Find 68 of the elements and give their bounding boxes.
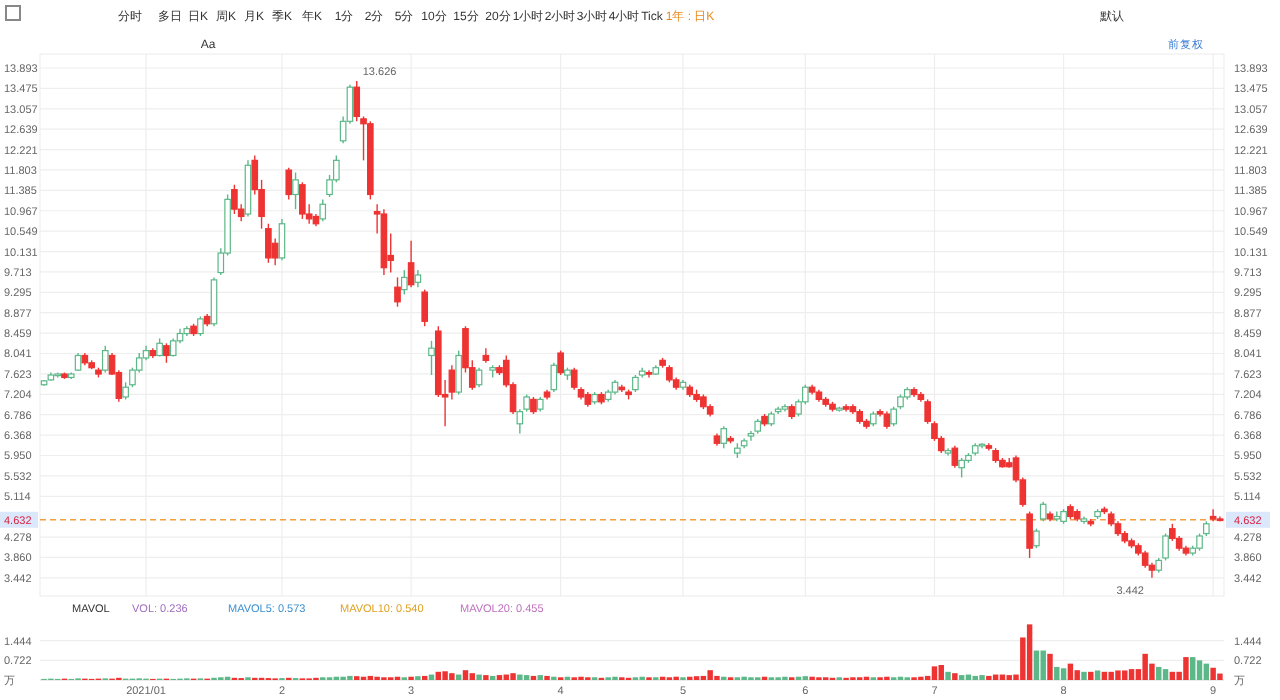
bar xyxy=(1047,653,1053,680)
bar xyxy=(469,673,475,680)
bar xyxy=(1033,650,1040,680)
bar xyxy=(707,670,713,680)
candlestick xyxy=(101,345,109,374)
bar xyxy=(1128,669,1135,680)
candlestick xyxy=(720,425,728,449)
candlestick xyxy=(890,406,897,427)
candlestick xyxy=(163,342,170,364)
bar xyxy=(1122,670,1128,680)
bar xyxy=(1142,653,1148,680)
bar xyxy=(1094,670,1101,680)
candlestick xyxy=(319,198,327,223)
bar xyxy=(1074,670,1080,680)
bar xyxy=(945,671,951,680)
bar xyxy=(1190,657,1196,680)
bar xyxy=(1210,667,1216,680)
bar xyxy=(476,674,482,680)
candlestick xyxy=(1033,527,1040,549)
bar xyxy=(938,665,944,680)
candlestick xyxy=(428,340,435,376)
candlestick xyxy=(278,218,286,262)
candlestick xyxy=(570,366,578,391)
candlestick xyxy=(475,366,483,388)
candlestick xyxy=(557,349,564,376)
bar xyxy=(1115,670,1121,680)
bar xyxy=(1054,666,1060,680)
bar xyxy=(435,671,442,680)
bar xyxy=(1081,671,1087,680)
bar xyxy=(1026,624,1033,680)
candlestick xyxy=(299,181,306,220)
candlestick xyxy=(421,288,429,327)
bar xyxy=(510,673,516,680)
bar xyxy=(1040,650,1046,680)
candlestick xyxy=(1209,508,1217,523)
bar xyxy=(1169,671,1176,680)
candlestick xyxy=(951,445,959,469)
bar xyxy=(1183,657,1189,680)
candlestick xyxy=(407,240,415,288)
bar xyxy=(1067,663,1074,680)
bar xyxy=(1108,671,1114,680)
bar xyxy=(931,666,938,680)
bar xyxy=(1088,671,1094,680)
bar xyxy=(462,670,469,680)
bar xyxy=(1196,660,1203,680)
candlestick xyxy=(210,276,218,327)
bar xyxy=(449,673,455,680)
candlestick xyxy=(958,457,965,479)
bar xyxy=(1162,669,1169,680)
candlestick xyxy=(231,184,238,215)
candlestick xyxy=(400,269,408,296)
candlestick xyxy=(197,315,204,337)
bar xyxy=(1060,668,1067,680)
candlestick xyxy=(550,362,558,393)
candlestick xyxy=(292,171,299,210)
bar xyxy=(1101,671,1108,680)
bar xyxy=(442,671,448,680)
bar xyxy=(952,673,958,680)
bar xyxy=(517,674,523,680)
bar xyxy=(1203,663,1210,680)
candlestick xyxy=(394,276,401,308)
candlestick xyxy=(1026,510,1033,559)
candlestick xyxy=(285,166,293,201)
candlestick xyxy=(482,347,490,364)
bar xyxy=(1217,673,1223,680)
candlestick xyxy=(1039,501,1047,523)
bar xyxy=(1156,666,1162,680)
candlestick xyxy=(455,349,462,396)
